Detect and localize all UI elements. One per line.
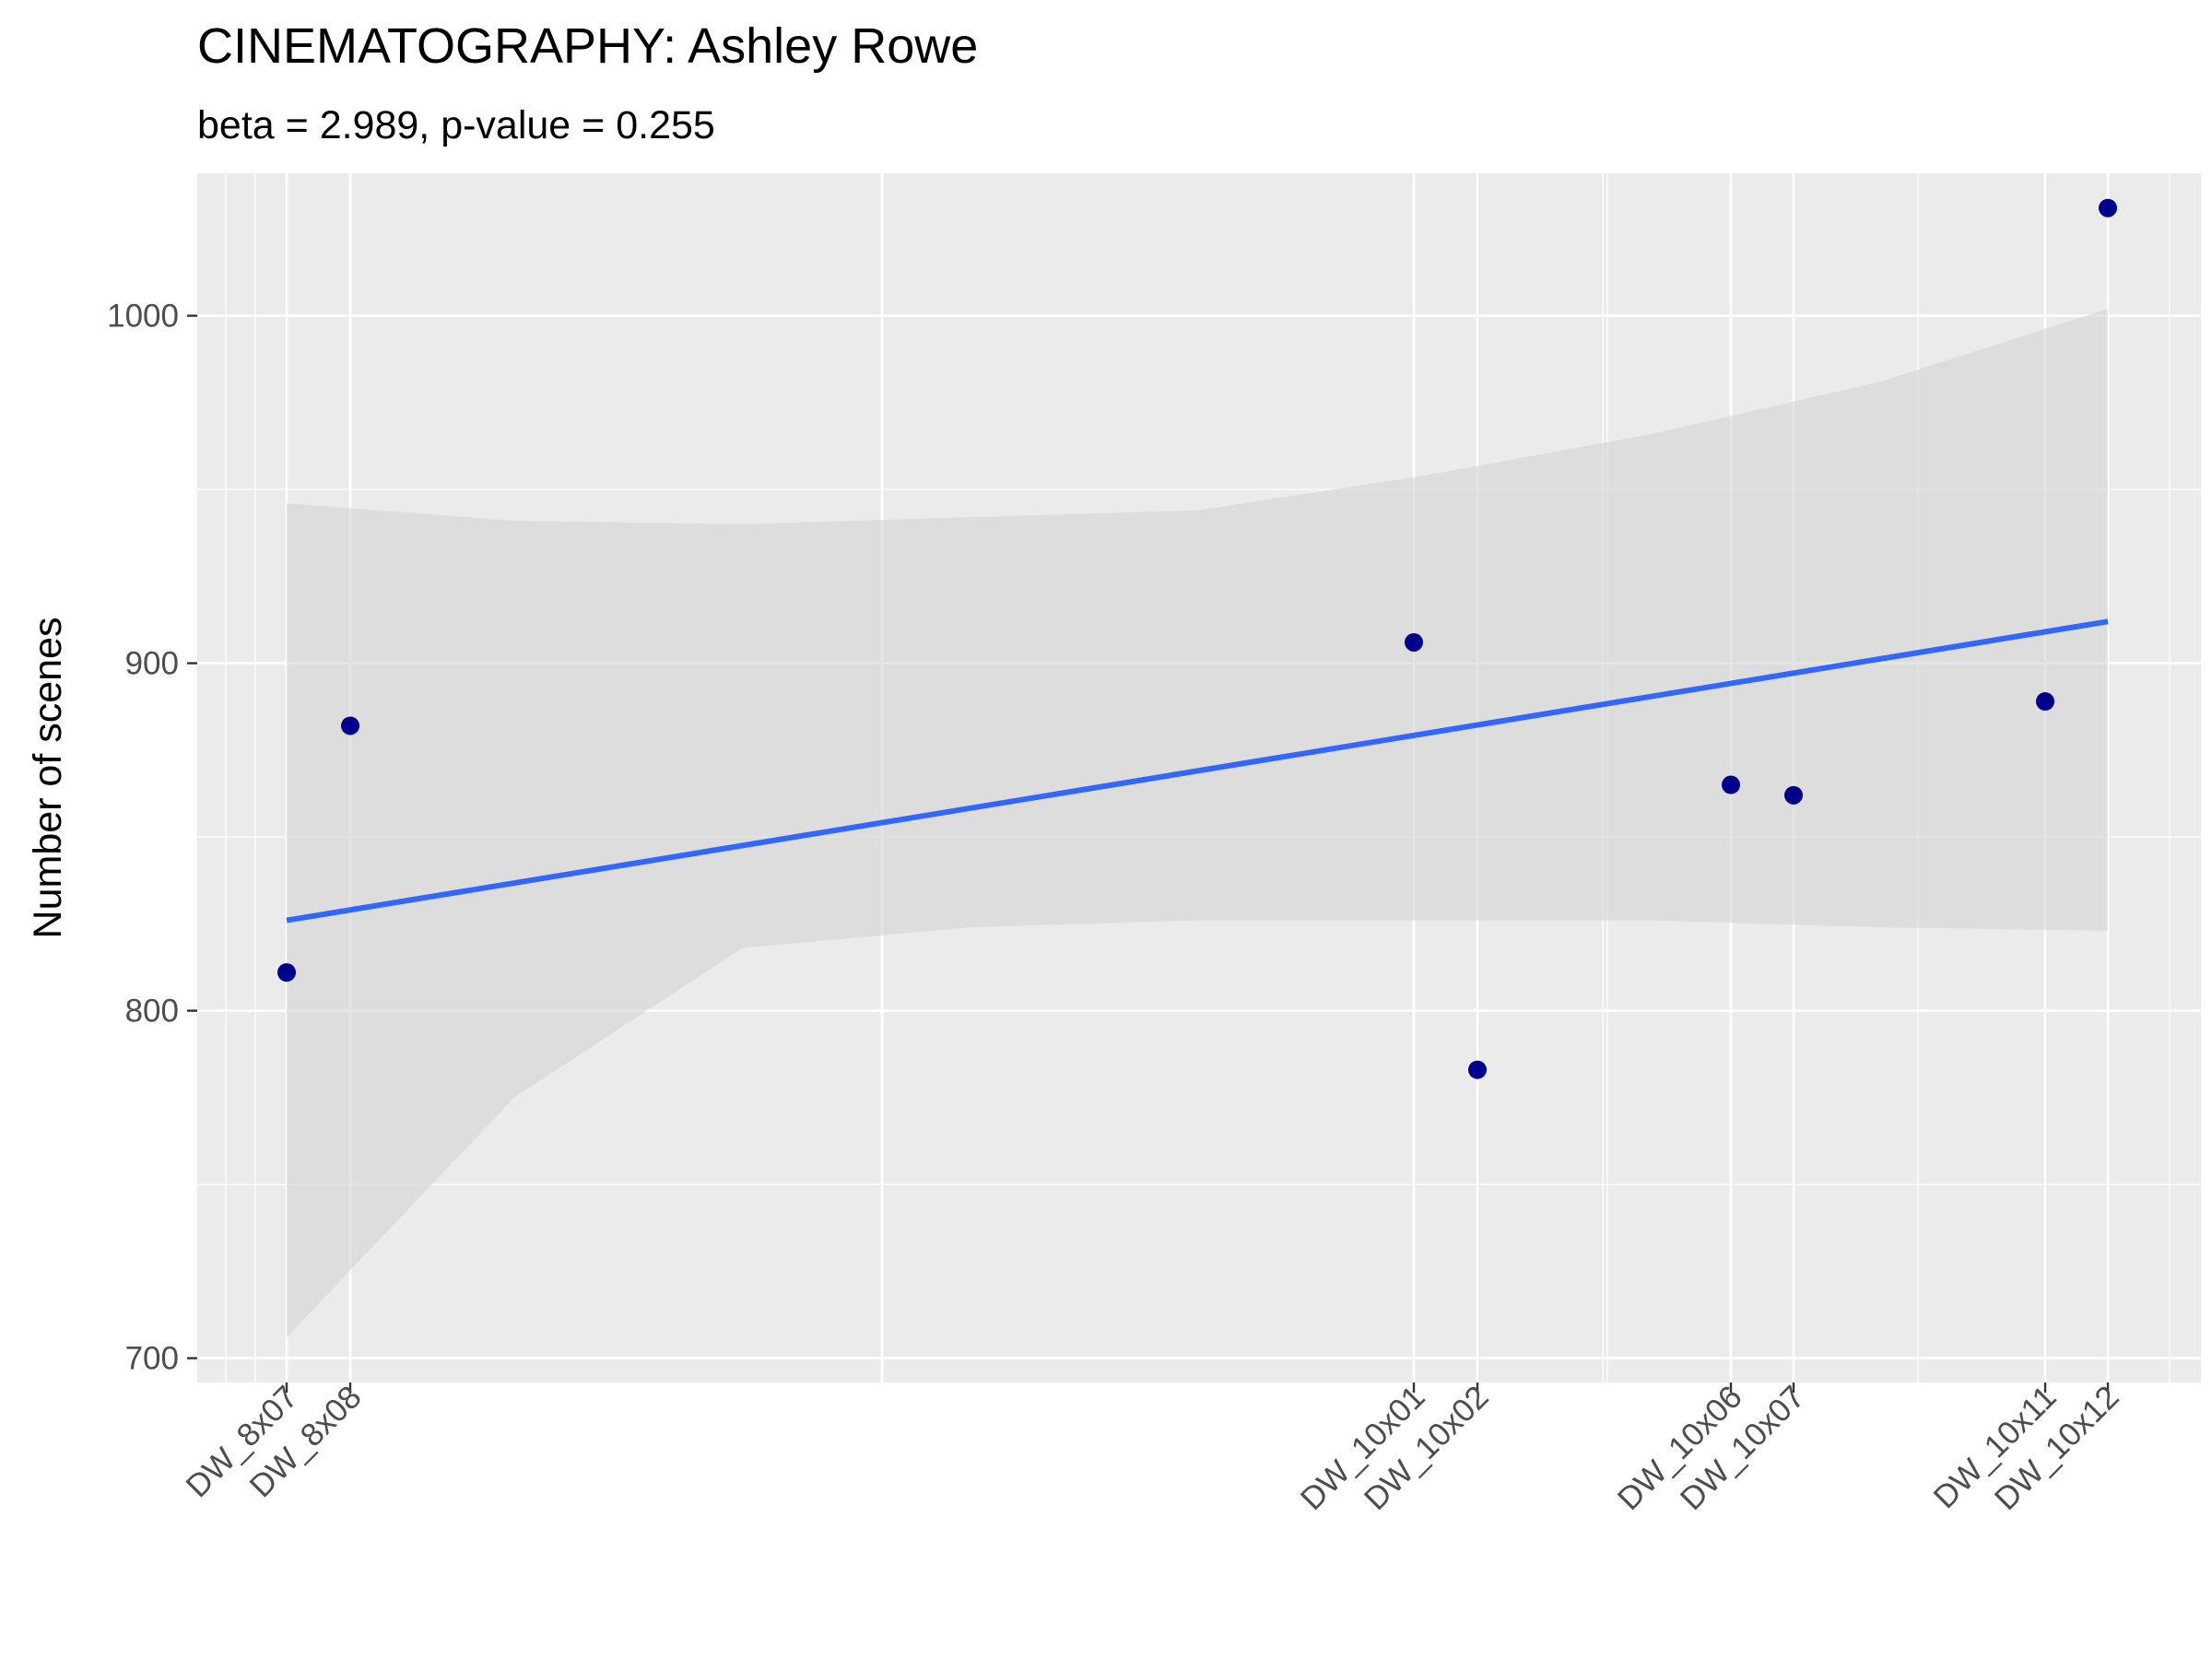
data-point [1405,632,1423,652]
data-point [1722,775,1740,794]
y-tick-label: 700 [125,1341,179,1377]
confidence-band-area [287,309,2108,1337]
fit-line-group [286,618,2109,924]
y-tick-label: 900 [125,646,179,682]
data-point [2036,692,2054,712]
data-points [277,198,2117,1079]
chart-title: CINEMATOGRAPHY: Ashley Rowe [197,18,978,74]
chart-subtitle: beta = 2.989, p-value = 0.255 [197,103,715,147]
data-point [1468,1060,1487,1079]
data-point [1784,785,1803,805]
fit-line [286,618,2109,924]
data-point [341,716,359,735]
data-point [277,963,296,982]
y-axis-ticks: 700 800 900 1000 [107,299,197,1377]
confidence-band [287,309,2108,1337]
data-point [2099,198,2117,218]
y-tick-label: 1000 [107,299,179,335]
y-tick-label: 800 [125,994,179,1030]
y-axis-title: Number of scenes [26,618,70,939]
